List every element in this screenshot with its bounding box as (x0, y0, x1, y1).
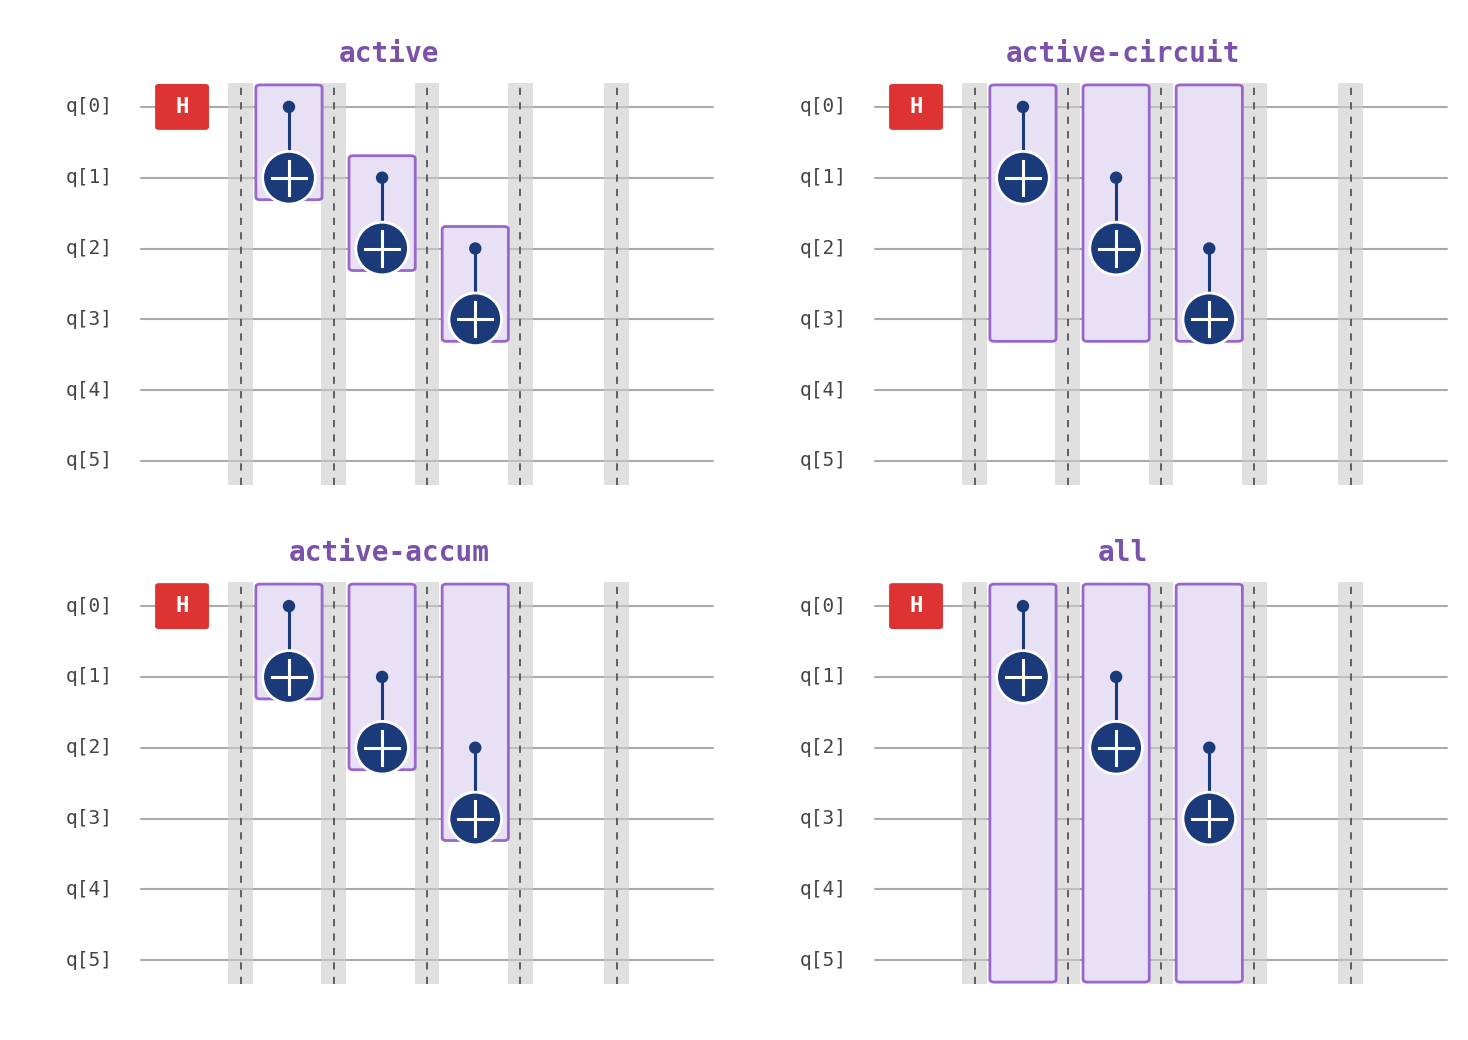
Ellipse shape (449, 792, 502, 844)
Ellipse shape (1110, 671, 1123, 683)
Text: q[0]: q[0] (66, 597, 113, 616)
Text: q[4]: q[4] (66, 880, 113, 899)
Ellipse shape (1017, 101, 1029, 113)
Ellipse shape (1204, 742, 1216, 754)
Bar (1148, 83, 1173, 485)
Text: q[3]: q[3] (800, 809, 847, 828)
Bar (508, 83, 533, 485)
Ellipse shape (1183, 792, 1236, 844)
Bar (1055, 582, 1080, 984)
Bar (962, 582, 986, 984)
Text: H: H (175, 596, 189, 616)
Bar (605, 582, 630, 984)
Text: q[2]: q[2] (800, 738, 847, 757)
Ellipse shape (283, 101, 295, 113)
FancyBboxPatch shape (890, 583, 942, 628)
Ellipse shape (1204, 242, 1216, 255)
FancyBboxPatch shape (890, 84, 942, 129)
Bar (962, 83, 986, 485)
Text: q[1]: q[1] (800, 168, 847, 187)
Text: active-accum: active-accum (289, 540, 489, 568)
Text: active: active (339, 41, 439, 69)
Ellipse shape (449, 293, 502, 345)
Text: H: H (909, 97, 923, 116)
FancyBboxPatch shape (156, 583, 208, 628)
Bar (1242, 83, 1267, 485)
Text: q[0]: q[0] (800, 597, 847, 616)
FancyBboxPatch shape (1083, 584, 1149, 982)
Text: q[5]: q[5] (800, 951, 847, 969)
Text: q[3]: q[3] (800, 310, 847, 329)
Bar (321, 582, 346, 984)
Text: q[4]: q[4] (800, 880, 847, 899)
FancyBboxPatch shape (989, 85, 1055, 341)
Text: q[4]: q[4] (800, 381, 847, 399)
Text: q[3]: q[3] (66, 310, 113, 329)
Text: active-circuit: active-circuit (1006, 41, 1240, 69)
Ellipse shape (355, 223, 408, 275)
Text: q[5]: q[5] (66, 451, 113, 470)
Bar (1339, 582, 1364, 984)
Ellipse shape (997, 152, 1050, 204)
FancyBboxPatch shape (1176, 584, 1242, 982)
FancyBboxPatch shape (989, 584, 1055, 982)
Ellipse shape (470, 742, 482, 754)
Bar (1242, 582, 1267, 984)
Text: q[1]: q[1] (66, 668, 113, 686)
Text: q[0]: q[0] (800, 98, 847, 116)
Text: q[2]: q[2] (66, 738, 113, 757)
Bar (228, 582, 252, 984)
Bar (414, 582, 439, 984)
FancyBboxPatch shape (255, 85, 321, 200)
FancyBboxPatch shape (1176, 85, 1242, 341)
Ellipse shape (1183, 293, 1236, 345)
Ellipse shape (1089, 223, 1142, 275)
Text: all: all (1098, 540, 1148, 568)
FancyBboxPatch shape (442, 227, 508, 341)
Ellipse shape (1017, 600, 1029, 613)
Text: q[5]: q[5] (66, 951, 113, 969)
FancyBboxPatch shape (349, 584, 415, 770)
Ellipse shape (470, 242, 482, 255)
FancyBboxPatch shape (442, 584, 508, 840)
Text: q[0]: q[0] (66, 98, 113, 116)
FancyBboxPatch shape (255, 584, 321, 699)
Ellipse shape (1089, 722, 1142, 774)
Ellipse shape (997, 651, 1050, 703)
Text: q[5]: q[5] (800, 451, 847, 470)
Text: q[1]: q[1] (800, 668, 847, 686)
Bar (228, 83, 252, 485)
Bar (1055, 83, 1080, 485)
Text: q[3]: q[3] (66, 809, 113, 828)
Text: H: H (909, 596, 923, 616)
Bar (605, 83, 630, 485)
Bar (321, 83, 346, 485)
Ellipse shape (1110, 172, 1123, 184)
Ellipse shape (283, 600, 295, 613)
FancyBboxPatch shape (349, 156, 415, 270)
Bar (1339, 83, 1364, 485)
Text: q[1]: q[1] (66, 168, 113, 187)
Ellipse shape (376, 172, 389, 184)
Text: H: H (175, 97, 189, 116)
Ellipse shape (376, 671, 389, 683)
Text: q[4]: q[4] (66, 381, 113, 399)
Text: q[2]: q[2] (800, 239, 847, 258)
Text: q[2]: q[2] (66, 239, 113, 258)
FancyBboxPatch shape (1083, 85, 1149, 341)
Ellipse shape (355, 722, 408, 774)
Bar (1148, 582, 1173, 984)
Bar (414, 83, 439, 485)
Ellipse shape (263, 651, 316, 703)
FancyBboxPatch shape (156, 84, 208, 129)
Ellipse shape (263, 152, 316, 204)
Bar (508, 582, 533, 984)
